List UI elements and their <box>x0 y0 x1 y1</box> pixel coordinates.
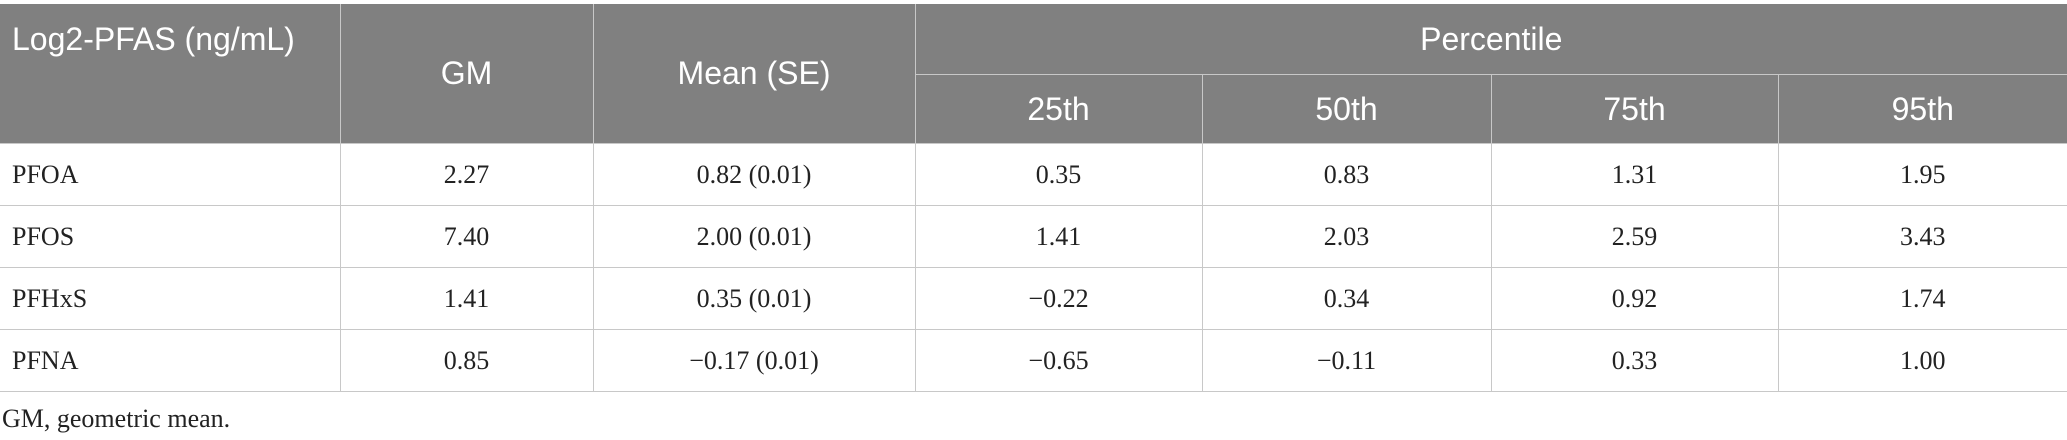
table-cell: 0.83 <box>1201 143 1492 206</box>
table-cell: 0.35 (0.01) <box>592 267 916 330</box>
table-cell: 2.27 <box>339 143 594 206</box>
table-cell: 2.00 (0.01) <box>592 205 916 268</box>
table-cell: 1.31 <box>1490 143 1779 206</box>
subheader-row: 25th 50th 75th 95th <box>0 74 2067 144</box>
header-row: Log2-PFAS (ng/mL) GM Mean (SE) Percentile <box>0 4 2067 144</box>
table-cell: PFHxS <box>0 267 341 330</box>
table-row: PFNA 0.85 −0.17 (0.01) −0.65 −0.11 0.33 1.00 <box>0 329 2067 392</box>
table-cell: 1.95 <box>1777 143 2067 206</box>
table-cell: 0.82 (0.01) <box>592 143 916 206</box>
column-header: Log2-PFAS (ng/mL) <box>0 4 341 144</box>
table-cell: 1.00 <box>1777 329 2067 392</box>
column-header: Mean (SE) <box>592 4 916 144</box>
column-subheader: 95th <box>1777 74 2067 144</box>
table-cell: 0.33 <box>1490 329 1779 392</box>
table-cell: −0.22 <box>914 267 1203 330</box>
table-cell: 3.43 <box>1777 205 2067 268</box>
table-cell: 2.59 <box>1490 205 1779 268</box>
table-cell: −0.11 <box>1201 329 1492 392</box>
table-cell: PFOA <box>0 143 341 206</box>
table-row: PFOA 2.27 0.82 (0.01) 0.35 0.83 1.31 1.95 <box>0 143 2067 206</box>
table-cell: 2.03 <box>1201 205 1492 268</box>
table-cell: 1.41 <box>339 267 594 330</box>
table-cell: PFOS <box>0 205 341 268</box>
column-subheader: 75th <box>1490 74 1779 144</box>
column-subheader: 25th <box>914 74 1203 144</box>
table-cell: 0.85 <box>339 329 594 392</box>
column-header: Percentile <box>914 4 2067 75</box>
footnote: GM, geometric mean. <box>2 404 231 433</box>
table-cell: 0.34 <box>1201 267 1492 330</box>
data-table: Log2-PFAS (ng/mL) GM Mean (SE) Percentile 25… <box>0 4 2067 392</box>
table-cell: 0.92 <box>1490 267 1779 330</box>
table-cell: 1.74 <box>1777 267 2067 330</box>
table-cell: 0.35 <box>914 143 1203 206</box>
table-cell: 1.41 <box>914 205 1203 268</box>
column-header: GM <box>339 4 594 144</box>
table-cell: −0.65 <box>914 329 1203 392</box>
table-row: PFHxS 1.41 0.35 (0.01) −0.22 0.34 0.92 1.74 <box>0 267 2067 330</box>
table-cell: −0.17 (0.01) <box>592 329 916 392</box>
table-cell: 7.40 <box>339 205 594 268</box>
table-cell: PFNA <box>0 329 341 392</box>
table-row: PFOS 7.40 2.00 (0.01) 1.41 2.03 2.59 3.43 <box>0 205 2067 268</box>
column-subheader: 50th <box>1201 74 1492 144</box>
